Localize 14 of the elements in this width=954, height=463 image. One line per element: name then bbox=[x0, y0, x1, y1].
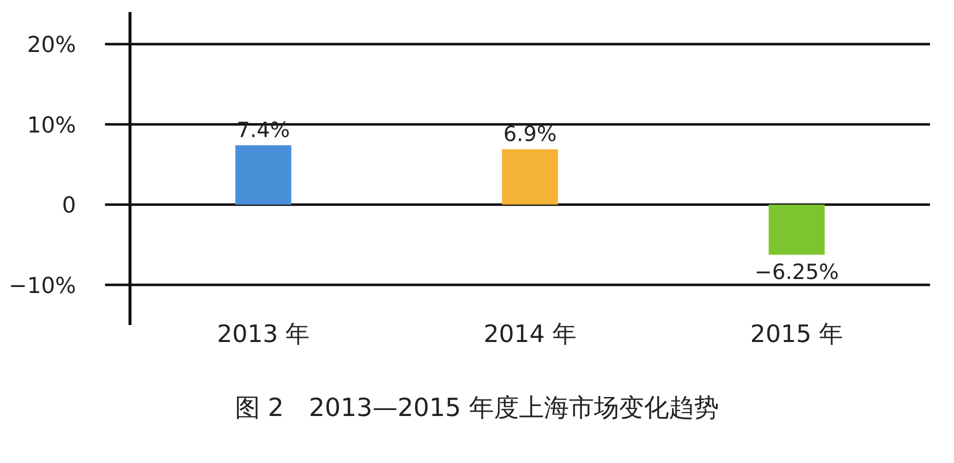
data-label: −6.25% bbox=[754, 260, 839, 284]
text: 图 2 2013—2015 年度上海市场变化趋势 bbox=[234, 393, 720, 422]
y-tick-label: 20% bbox=[27, 33, 76, 58]
y-tick-label: −10% bbox=[8, 274, 76, 299]
bar bbox=[768, 204, 825, 255]
data-label: 7.4% bbox=[236, 118, 290, 142]
bar bbox=[502, 149, 558, 205]
y-tick-label: 10% bbox=[27, 113, 76, 138]
x-tick-label: 2015 年 bbox=[750, 320, 844, 348]
x-tick-label: 2013 年 bbox=[216, 320, 310, 348]
data-label: 6.9% bbox=[503, 122, 557, 146]
x-tick-label: 2014 年 bbox=[484, 320, 576, 348]
y-tick-label: 0 bbox=[62, 194, 76, 219]
bar bbox=[235, 145, 292, 205]
